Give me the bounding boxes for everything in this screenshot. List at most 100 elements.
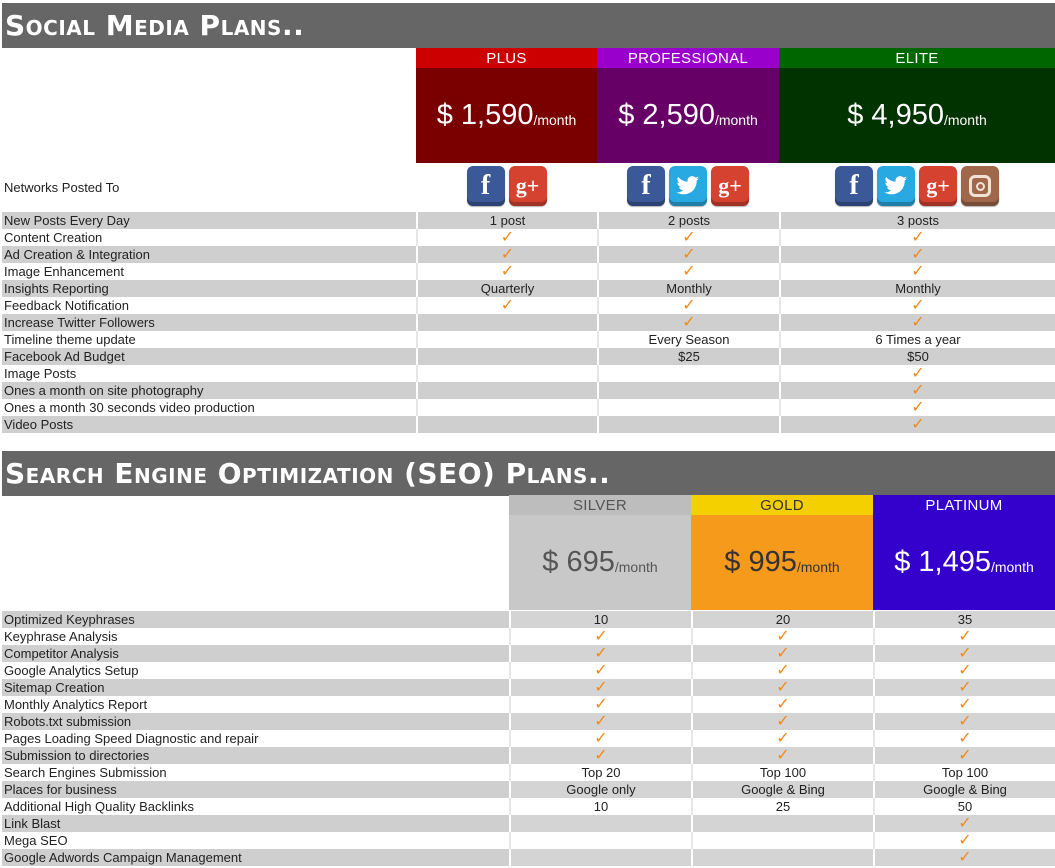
feature-row: Ones a month 30 seconds video production…	[2, 399, 1055, 416]
feature-row: Submission to directories ✓ ✓ ✓	[2, 747, 1055, 764]
feature-value-plus: 1 post	[416, 212, 597, 229]
feature-label: Ones a month on site photography	[4, 383, 204, 398]
feature-value-platinum: 35	[873, 611, 1055, 628]
feature-value-text: 35	[957, 612, 973, 627]
plan-price-plus: $ 1,590/month	[416, 68, 597, 163]
feature-label: Pages Loading Speed Diagnostic and repai…	[4, 731, 259, 746]
feature-row: Ad Creation & Integration ✓ ✓ ✓	[2, 246, 1055, 263]
feature-value-elite: Monthly	[779, 280, 1055, 297]
google-plus-icon: g+	[508, 166, 547, 206]
feature-value-plus	[416, 416, 597, 433]
price-unit: /month	[990, 558, 1034, 575]
feature-row: Competitor Analysis ✓ ✓ ✓	[2, 645, 1055, 662]
network-icons-elite: f g+	[779, 166, 1055, 206]
feature-value-text: 25	[775, 799, 791, 814]
feature-value-plus	[416, 331, 597, 348]
feature-value-gold	[691, 849, 873, 866]
feature-value-platinum: ✓	[873, 645, 1055, 662]
feature-row: Keyphrase Analysis ✓ ✓ ✓	[2, 628, 1055, 645]
feature-row: Optimized Keyphrases 10 20 35	[2, 611, 1055, 628]
feature-value-silver	[509, 832, 691, 849]
checkmark-icon: ✓	[594, 696, 608, 713]
feature-value-professional: Monthly	[597, 280, 779, 297]
feature-value-text: 2 posts	[668, 213, 710, 228]
checkmark-icon: ✓	[911, 297, 925, 314]
feature-value-text: Monthly	[895, 281, 941, 296]
checkmark-icon: ✓	[911, 263, 925, 280]
plan-name-elite: ELITE	[779, 48, 1055, 68]
feature-row: New Posts Every Day 1 post 2 posts 3 posts	[2, 212, 1055, 229]
checkmark-icon: ✓	[500, 246, 515, 263]
feature-row: Places for business Google only Google & B…	[2, 781, 1055, 798]
feature-label: Link Blast	[4, 816, 61, 831]
feature-row: Feedback Notification ✓ ✓ ✓	[2, 297, 1055, 314]
feature-label: Timeline theme update	[4, 332, 136, 347]
feature-row: Image Enhancement ✓ ✓ ✓	[2, 263, 1055, 280]
feature-value-gold: Google & Bing	[691, 781, 873, 798]
plan-name-plus: PLUS	[416, 48, 597, 68]
checkmark-icon: ✓	[500, 263, 515, 280]
feature-value-platinum: ✓	[873, 815, 1055, 832]
checkmark-icon: ✓	[958, 679, 972, 696]
feature-value-elite: ✓	[779, 263, 1055, 280]
feature-label: Sitemap Creation	[4, 680, 105, 695]
feature-value-platinum: ✓	[873, 696, 1055, 713]
checkmark-icon: ✓	[958, 815, 972, 832]
plan-price-gold: $ 995/month	[691, 515, 873, 610]
feature-value-platinum: ✓	[873, 713, 1055, 730]
checkmark-icon: ✓	[682, 246, 696, 263]
feature-value-gold: ✓	[691, 696, 873, 713]
feature-label: Mega SEO	[4, 833, 68, 848]
feature-row: Additional High Quality Backlinks 10 25 50	[2, 798, 1055, 815]
feature-value-text: Top 100	[941, 765, 989, 780]
feature-value-text: Top 20	[581, 765, 621, 780]
network-icons-professional: f g+	[597, 166, 779, 206]
feature-value-text: Quarterly	[480, 281, 535, 296]
feature-value-text: 10	[593, 799, 609, 814]
checkmark-icon: ✓	[776, 645, 790, 662]
feature-value-elite: ✓	[779, 365, 1055, 382]
feature-value-elite: ✓	[779, 314, 1055, 331]
feature-row: Mega SEO ✓	[2, 832, 1055, 849]
checkmark-icon: ✓	[776, 679, 790, 696]
feature-value-platinum: ✓	[873, 662, 1055, 679]
feature-value-silver: 10	[509, 798, 691, 815]
google-plus-icon: g+	[919, 166, 957, 206]
price-amount: $ 1,495	[894, 546, 991, 578]
feature-value-silver: ✓	[509, 645, 691, 662]
feature-value-professional: ✓	[597, 314, 779, 331]
price-amount: $ 695	[542, 546, 615, 578]
feature-label: Content Creation	[4, 230, 103, 245]
feature-value-plus: ✓	[416, 229, 597, 246]
feature-value-professional: ✓	[597, 229, 779, 246]
checkmark-icon: ✓	[594, 713, 608, 730]
feature-value-plus	[416, 348, 597, 365]
price-unit: /month	[614, 558, 658, 575]
feature-label: Robots.txt submission	[4, 714, 132, 729]
feature-value-platinum: ✓	[873, 628, 1055, 645]
feature-row: Monthly Analytics Report ✓ ✓ ✓	[2, 696, 1055, 713]
feature-value-text: 3 posts	[897, 213, 939, 228]
feature-value-professional: Every Season	[597, 331, 779, 348]
feature-value-silver: ✓	[509, 679, 691, 696]
feature-value-gold	[691, 832, 873, 849]
feature-value-professional: ✓	[597, 263, 779, 280]
plan-price-professional: $ 2,590/month	[597, 68, 779, 163]
feature-row: Pages Loading Speed Diagnostic and repai…	[2, 730, 1055, 747]
feature-value-platinum: ✓	[873, 747, 1055, 764]
feature-label: Keyphrase Analysis	[4, 629, 118, 644]
feature-value-silver	[509, 815, 691, 832]
checkmark-icon: ✓	[682, 314, 696, 331]
facebook-icon: f	[835, 166, 873, 206]
feature-value-professional: ✓	[597, 246, 779, 263]
checkmark-icon: ✓	[594, 679, 608, 696]
feature-row: Sitemap Creation ✓ ✓ ✓	[2, 679, 1055, 696]
feature-value-text: Every Season	[648, 332, 730, 347]
checkmark-icon: ✓	[911, 246, 925, 263]
feature-value-text: 10	[593, 612, 609, 627]
feature-label: Image Posts	[4, 366, 77, 381]
seo-section-title: Search Engine Optimization (SEO) Plans..	[2, 451, 1055, 496]
checkmark-icon: ✓	[911, 399, 925, 416]
checkmark-icon: ✓	[911, 365, 925, 382]
checkmark-icon: ✓	[500, 297, 515, 314]
